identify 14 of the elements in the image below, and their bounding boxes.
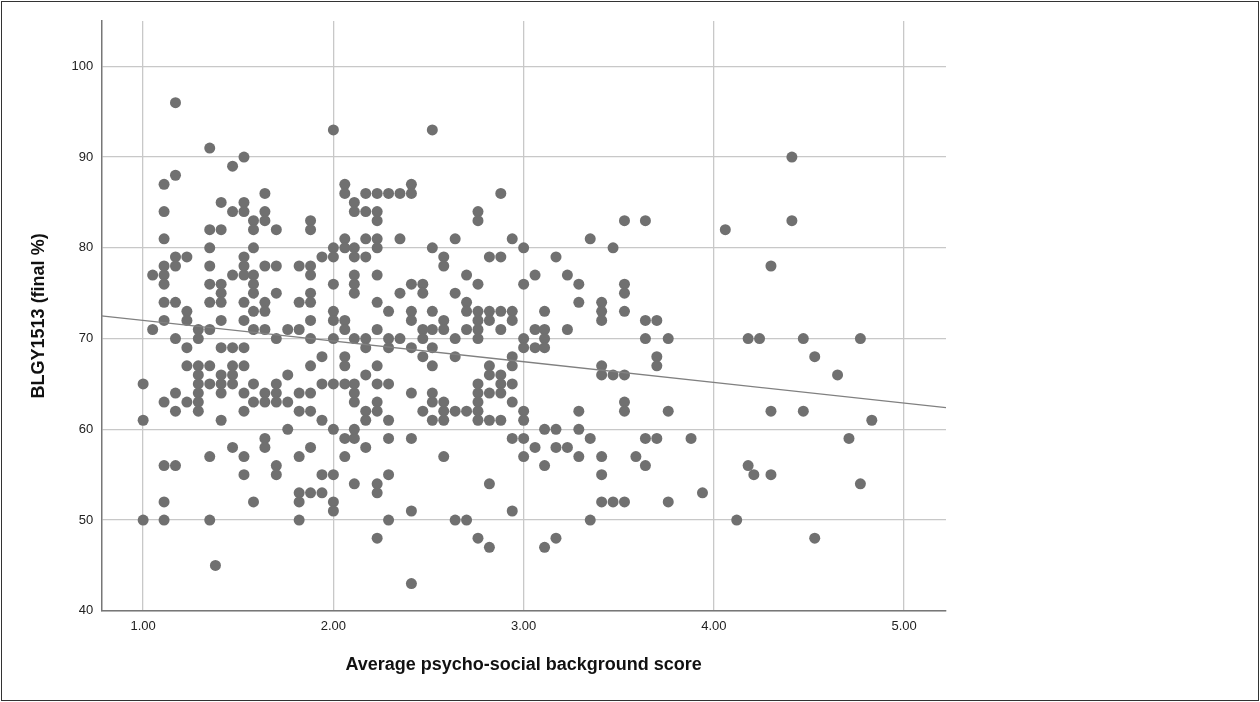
y-tick-label: 80 <box>78 239 94 255</box>
y-tick-label: 70 <box>78 330 94 346</box>
y-tick-label: 50 <box>78 511 94 527</box>
x-tick-label: 3.00 <box>510 618 537 634</box>
x-tick-label: 2.00 <box>320 618 347 634</box>
x-axis-title: Average psycho-social background score <box>345 654 702 675</box>
x-tick-label: 4.00 <box>701 618 727 634</box>
y-tick-label: 60 <box>78 420 94 436</box>
y-tick-label: 100 <box>71 57 94 73</box>
x-tick-label: 5.00 <box>891 618 917 634</box>
y-axis-title: BLGY1513 (final %) <box>27 233 48 399</box>
y-tick-label: 40 <box>78 602 94 618</box>
x-tick-label: 1.00 <box>130 618 156 634</box>
y-tick-label: 90 <box>78 148 94 164</box>
